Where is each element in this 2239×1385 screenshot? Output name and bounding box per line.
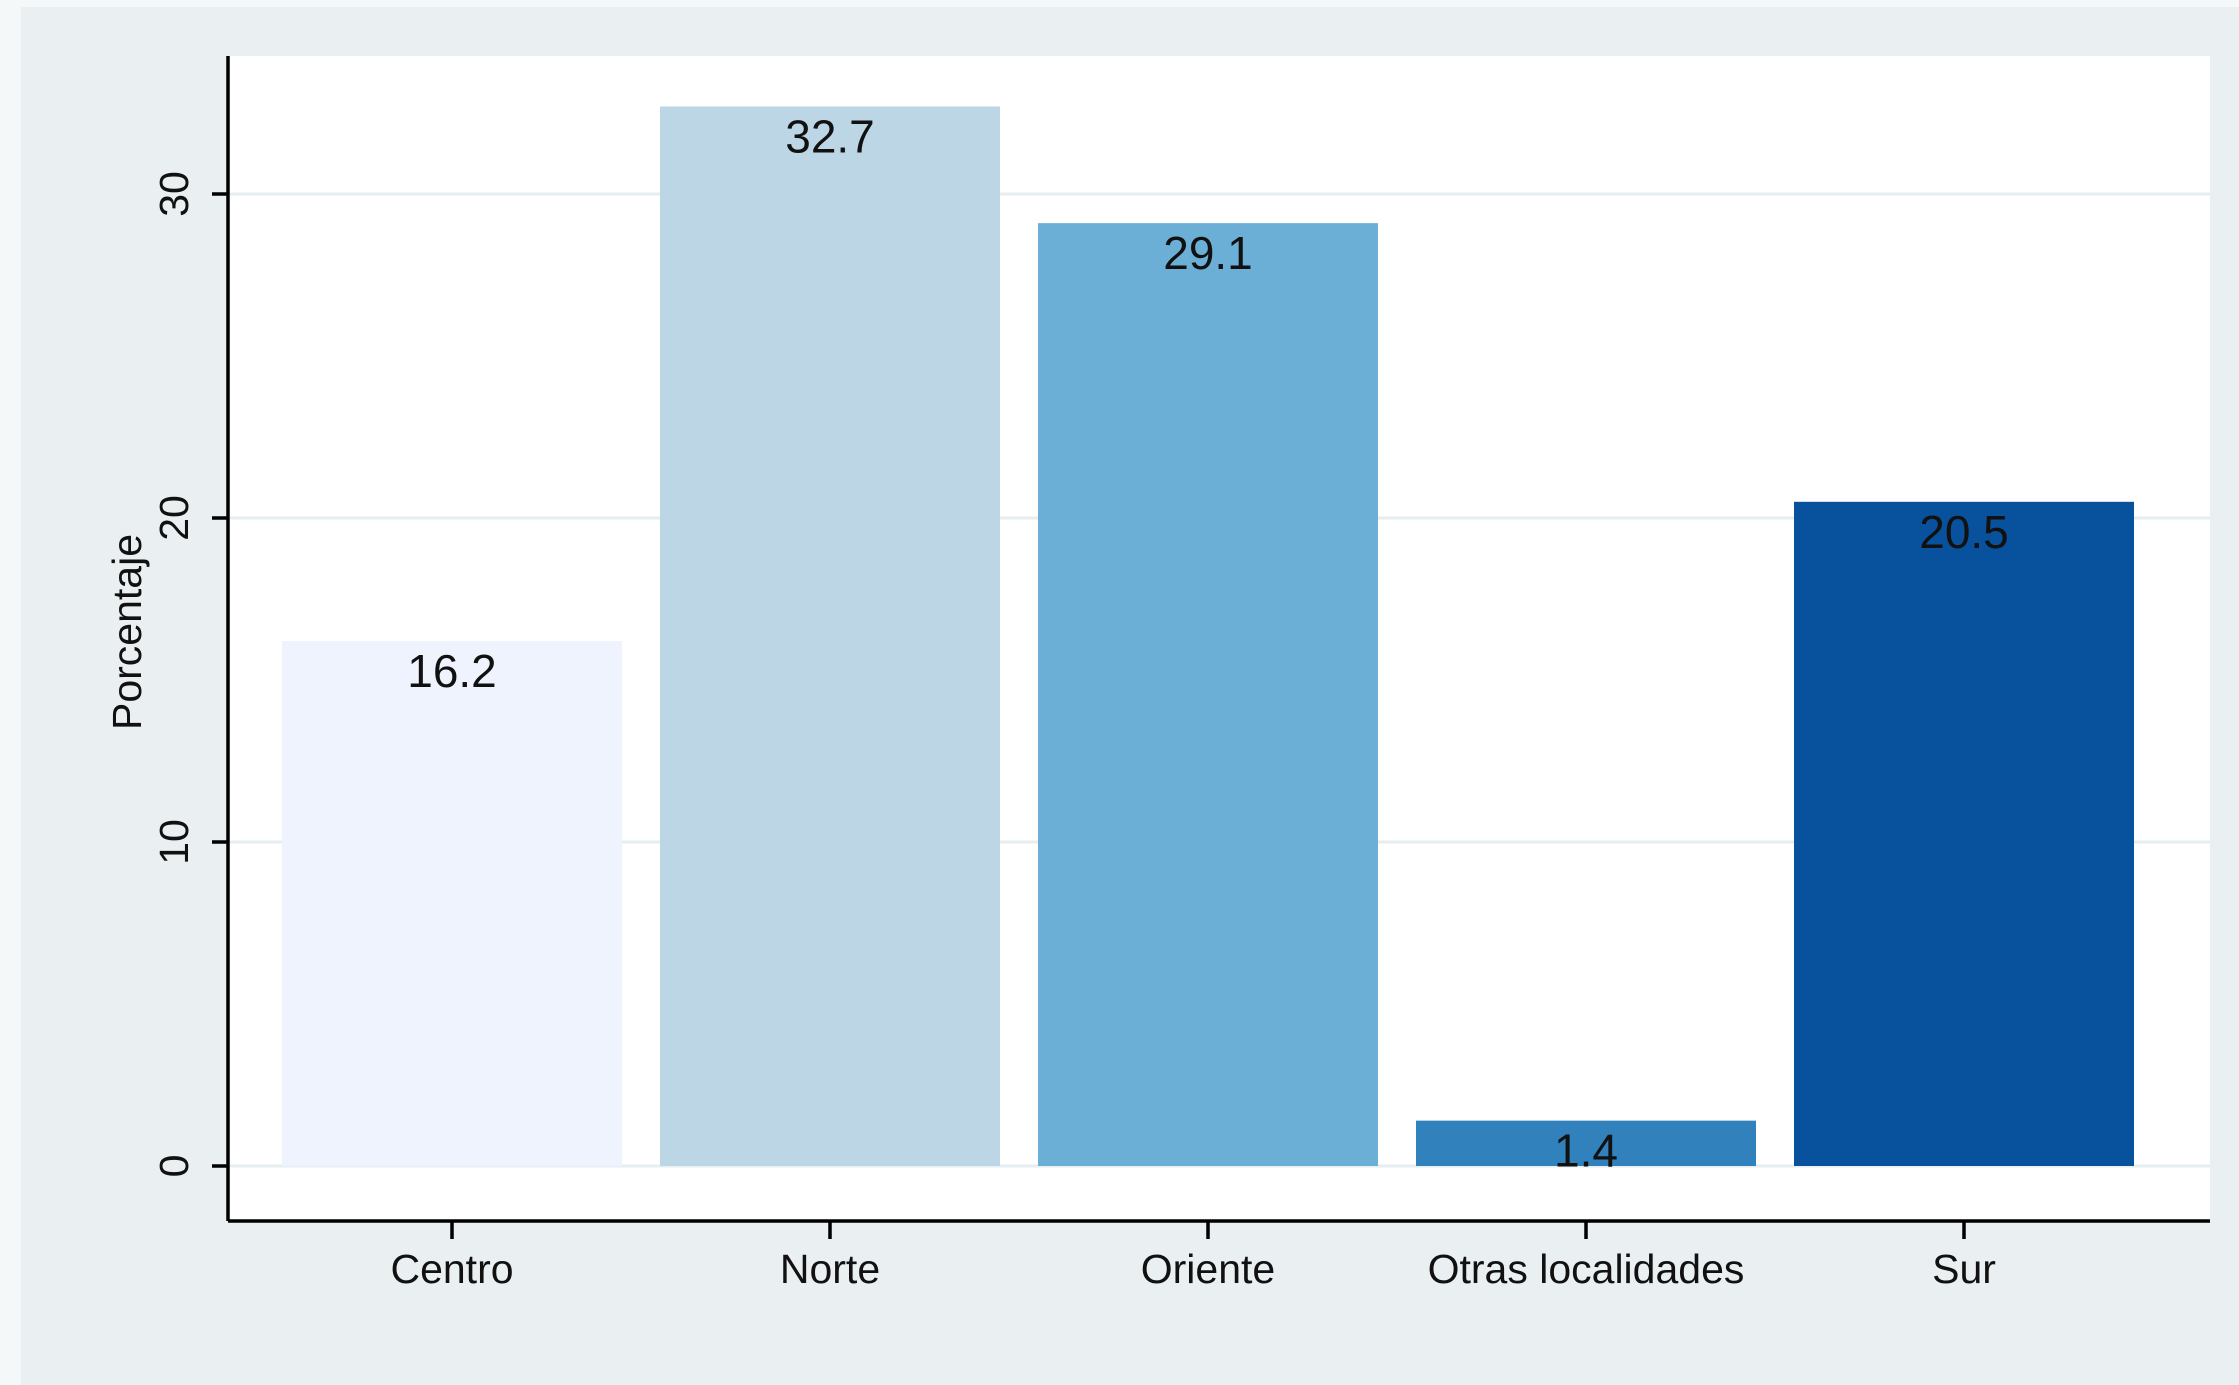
x-tick-label: Otras localidades [1428, 1246, 1745, 1292]
y-tick-label: 10 [151, 819, 197, 865]
y-tick-label: 20 [151, 495, 197, 541]
x-tick-label: Oriente [1141, 1246, 1275, 1292]
bar [282, 641, 622, 1166]
bar [1038, 223, 1378, 1166]
data-label: 16.2 [407, 645, 497, 697]
x-tick-label: Sur [1932, 1246, 1996, 1292]
bar [1416, 1120, 1756, 1166]
data-label: 32.7 [785, 111, 875, 163]
bar [660, 106, 1000, 1166]
bars [282, 106, 2134, 1166]
y-axis-ticks: 0 10 20 30 [151, 171, 228, 1177]
bar-chart: 16.2 32.7 29.1 1.4 20.5 0 10 20 30 Centro Norte O… [104, 56, 2210, 1292]
y-tick-label: 30 [151, 171, 197, 217]
data-label: 29.1 [1163, 227, 1253, 279]
data-label: 20.5 [1919, 506, 2009, 558]
x-axis-ticks: Centro Norte Oriente Otras localidades Sur [390, 1221, 1996, 1292]
chart-figure: 16.2 32.7 29.1 1.4 20.5 0 10 20 30 Centro Norte O… [21, 7, 2239, 1385]
y-tick-label: 0 [151, 1155, 197, 1178]
data-labels: 16.2 32.7 29.1 1.4 20.5 [407, 111, 2009, 1177]
y-axis-title: Porcentaje [104, 534, 150, 730]
x-tick-label: Centro [390, 1246, 513, 1292]
bar [1794, 501, 2134, 1166]
data-label: 1.4 [1554, 1125, 1618, 1177]
x-tick-label: Norte [780, 1246, 880, 1292]
